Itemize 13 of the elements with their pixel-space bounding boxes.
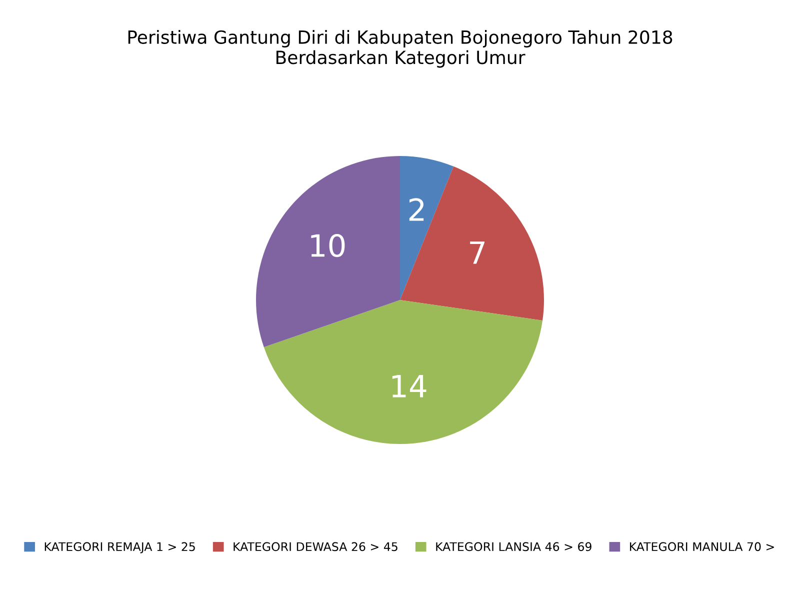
pie-slice bbox=[400, 166, 544, 320]
chart-title: Peristiwa Gantung Diri di Kabupaten Bojonegoro Tahun 2018 Berdasarkan Kategori Umur bbox=[128, 30, 672, 68]
data-label: 7 bbox=[470, 242, 484, 264]
legend-label: KATEGORI DEWASA 26 > 45 bbox=[234, 542, 398, 552]
pie-slice bbox=[400, 156, 454, 300]
legend-label: KATEGORI LANSIA 46 > 69 bbox=[436, 542, 592, 552]
data-label: 2 bbox=[409, 198, 424, 221]
data-label: 10 bbox=[311, 234, 345, 258]
pie-slice bbox=[264, 300, 543, 444]
legend-label: KATEGORI REMAJA 1 > 25 bbox=[44, 542, 195, 554]
legend-label: KATEGORI MANULA 70 > bbox=[630, 542, 774, 552]
data-label: 14 bbox=[392, 375, 426, 398]
pie-slice bbox=[256, 156, 400, 348]
